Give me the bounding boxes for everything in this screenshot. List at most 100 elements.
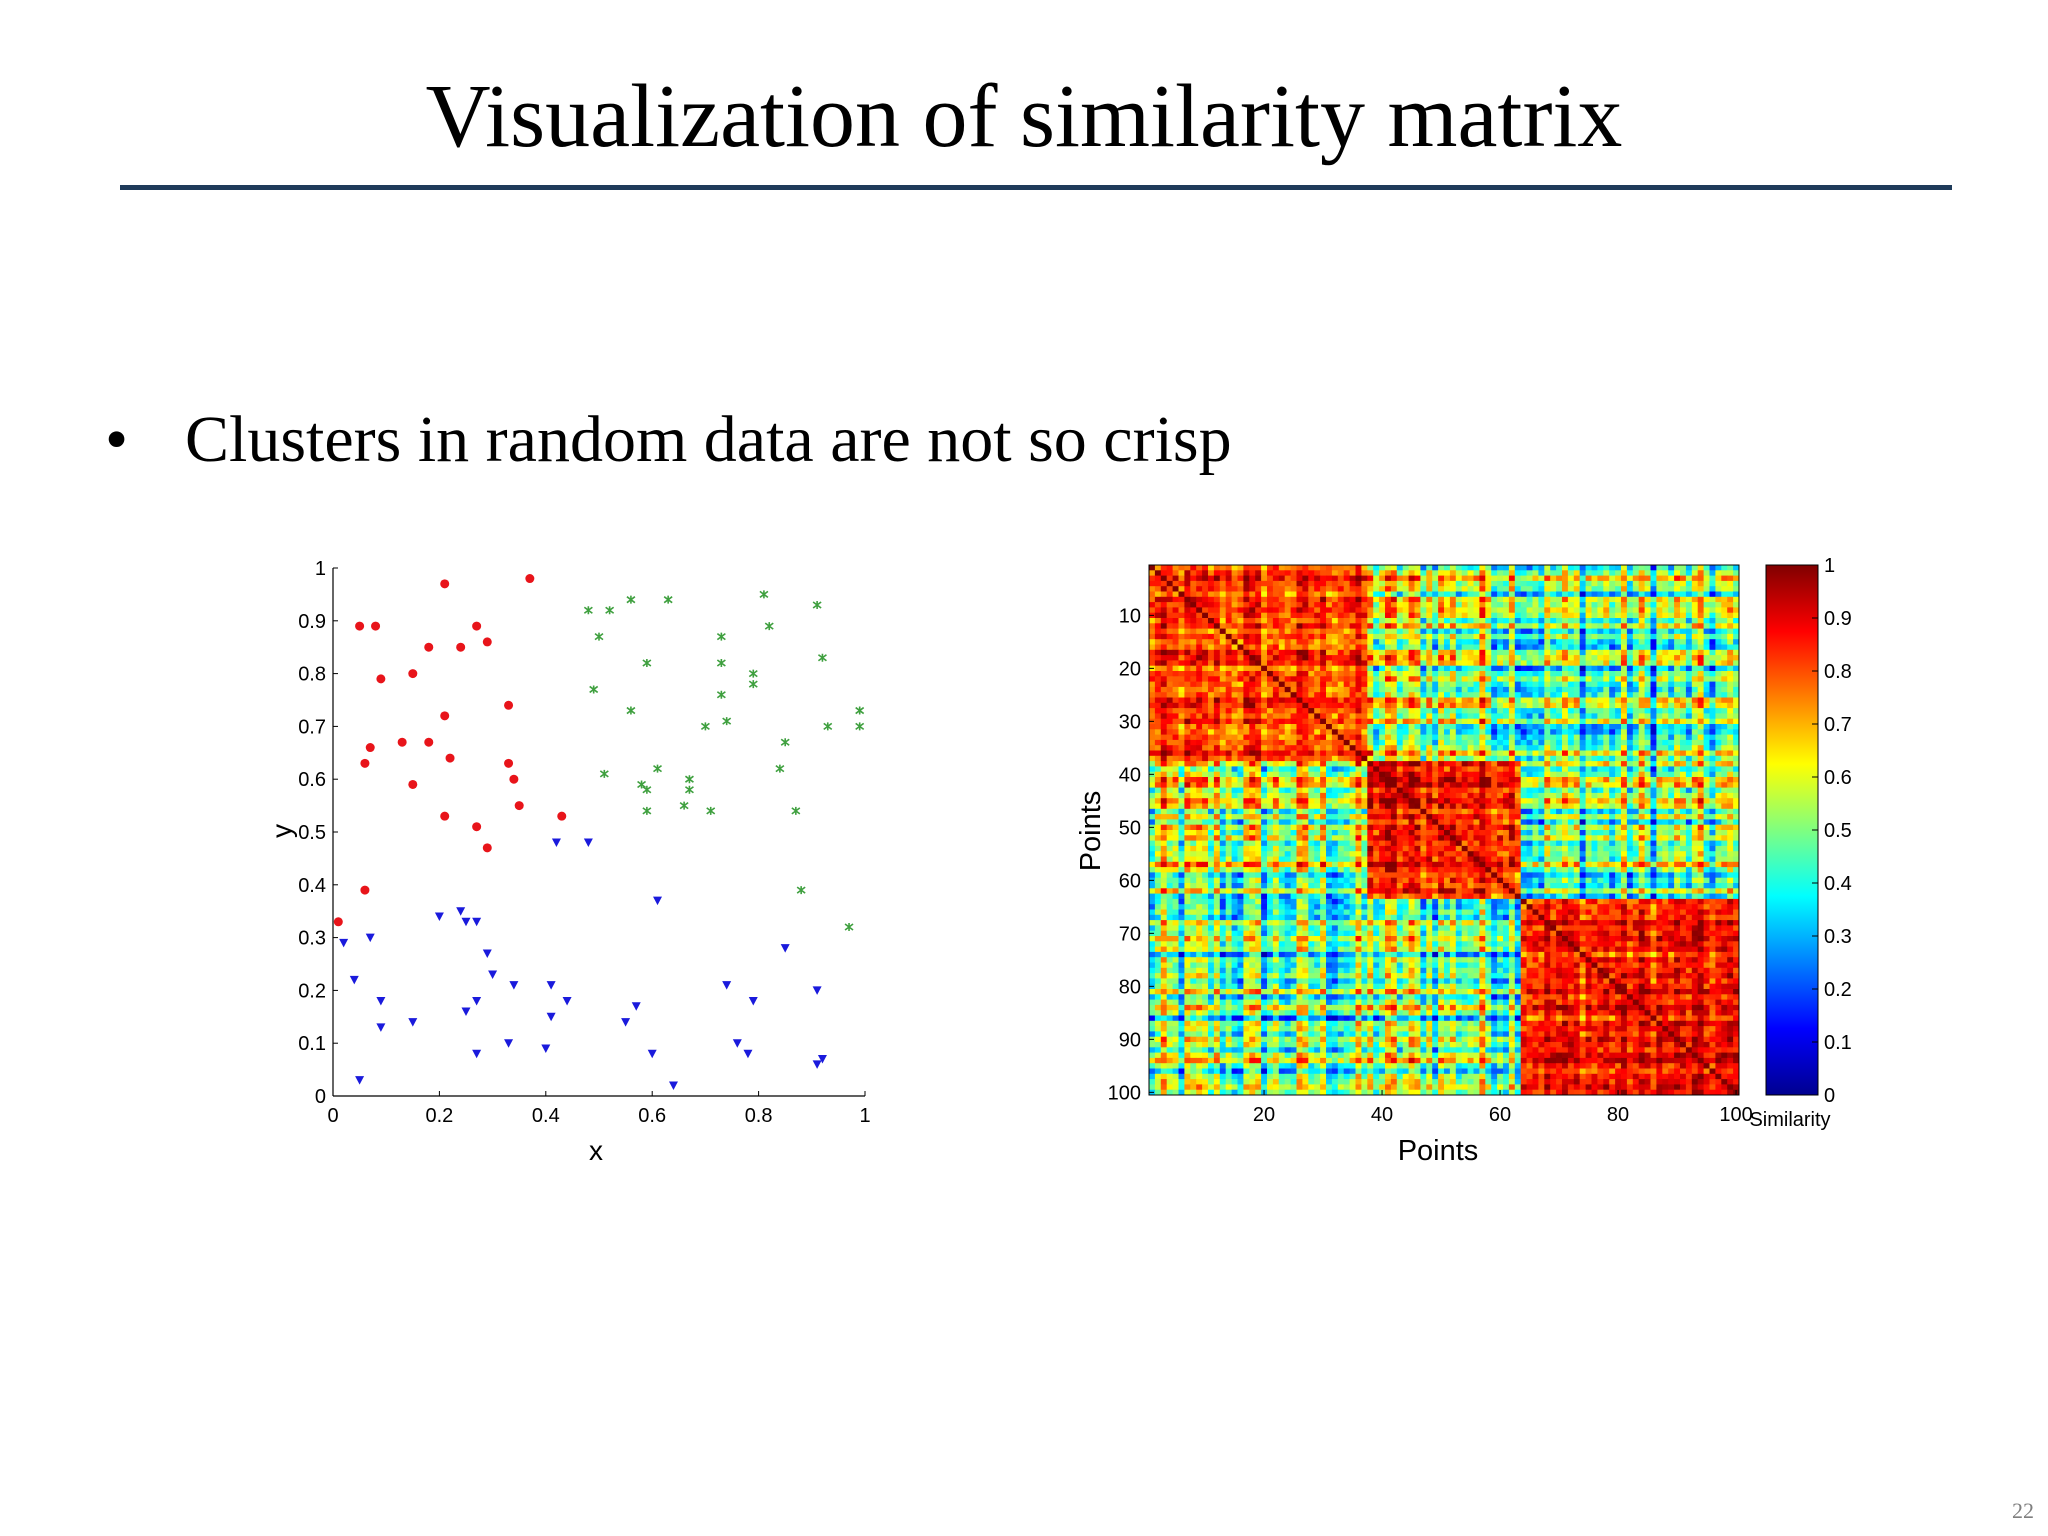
heatmap-cell [1426, 755, 1433, 762]
heatmap-cell [1567, 814, 1575, 820]
heatmap-cell [1609, 814, 1616, 820]
heatmap-cell [1497, 697, 1504, 704]
heatmap-cell [1438, 697, 1445, 704]
heatmap-cell [1231, 633, 1238, 640]
heatmap-cell [1550, 755, 1557, 762]
heatmap-cell [1685, 633, 1693, 640]
heatmap-cell [1556, 596, 1563, 603]
heatmap-cell [1591, 665, 1598, 672]
heatmap-cell [1390, 782, 1398, 788]
heatmap-cell [1367, 713, 1374, 720]
heatmap-cell [1562, 734, 1569, 741]
heatmap-cell [1231, 607, 1238, 614]
heatmap-cell [1420, 787, 1427, 794]
heatmap-cell [1184, 692, 1191, 698]
heatmap-cell [1538, 782, 1545, 788]
heatmap-cell [1497, 565, 1504, 571]
heatmap-cell [1650, 787, 1657, 794]
heatmap-cell [1461, 591, 1468, 598]
heatmap-cell [1385, 623, 1392, 629]
heatmap-cell [1638, 660, 1645, 667]
heatmap-cell [1508, 798, 1516, 804]
heatmap-cell [1449, 761, 1457, 767]
heatmap-cell [1249, 739, 1256, 746]
heatmap-cell [1562, 729, 1569, 735]
heatmap-cell [1249, 607, 1256, 614]
heatmap-cell [1149, 623, 1156, 629]
heatmap-cell [1491, 766, 1498, 773]
heatmap-cell [1721, 771, 1728, 778]
heatmap-cell [1650, 814, 1657, 820]
heatmap-cell [1485, 565, 1492, 571]
heatmap-cell [1267, 792, 1274, 799]
heatmap-cell [1255, 782, 1262, 788]
heatmap-cell [1491, 586, 1498, 592]
heatmap-cell [1538, 729, 1545, 735]
heatmap-cell [1597, 734, 1604, 741]
heatmap-cell [1733, 671, 1740, 677]
heatmap-cell [1367, 602, 1374, 608]
data-point-triangle [472, 917, 482, 927]
heatmap-cell [1225, 612, 1232, 619]
heatmap-cell [1626, 565, 1634, 571]
heatmap-cell [1326, 570, 1333, 576]
heatmap-cell [1656, 734, 1663, 741]
heatmap-cell [1715, 580, 1722, 587]
heatmap-cell [1727, 607, 1734, 614]
heatmap-cell [1208, 591, 1215, 598]
heatmap-cell [1585, 729, 1592, 735]
heatmap-cell [1390, 729, 1398, 735]
heatmap-cell [1172, 655, 1179, 661]
heatmap-cell [1343, 713, 1350, 720]
heatmap-cell [1644, 713, 1651, 720]
heatmap-cell [1290, 628, 1297, 635]
heatmap-cell [1249, 676, 1256, 682]
heatmap-cell [1202, 586, 1209, 592]
data-point-cross [653, 764, 662, 773]
heatmap-cell [1402, 686, 1409, 693]
heatmap-cell [1308, 618, 1315, 624]
heatmap-cell [1237, 570, 1244, 576]
heatmap-cell [1231, 618, 1238, 624]
heatmap-cell [1184, 803, 1191, 810]
heatmap-cell [1361, 777, 1368, 783]
heatmap-cell [1172, 814, 1179, 820]
heatmap-cell [1550, 639, 1557, 645]
heatmap-cell [1373, 708, 1380, 714]
heatmap-cell [1373, 586, 1380, 592]
heatmap-cell [1585, 766, 1592, 773]
heatmap-cell [1385, 692, 1392, 698]
heatmap-cell [1733, 782, 1740, 788]
heatmap-cell [1526, 724, 1533, 730]
heatmap-cell [1166, 766, 1173, 773]
heatmap-cell [1172, 607, 1179, 614]
heatmap-cell [1331, 819, 1339, 826]
heatmap-cell [1656, 655, 1663, 661]
heatmap-cell [1473, 739, 1480, 746]
data-point-circle [456, 642, 466, 652]
heatmap-cell [1208, 686, 1215, 693]
heatmap-cell [1514, 628, 1522, 635]
heatmap-cell [1237, 745, 1244, 751]
heatmap-cell [1149, 745, 1156, 751]
heatmap-cell [1237, 750, 1244, 757]
heatmap-cell [1178, 777, 1185, 783]
heatmap-cell [1278, 676, 1286, 682]
heatmap-cell [1715, 761, 1722, 767]
heatmap-cell [1290, 819, 1297, 826]
heatmap-cell [1331, 718, 1339, 725]
heatmap-cell [1662, 792, 1669, 799]
heatmap-cell [1455, 761, 1463, 767]
heatmap-cell [1349, 655, 1356, 661]
heatmap-cell [1343, 777, 1350, 783]
heatmap-cell [1733, 655, 1740, 661]
heatmap-cell [1467, 798, 1474, 804]
heatmap-cell [1284, 671, 1291, 677]
heatmap-cell [1733, 586, 1740, 592]
heatmap-cell [1326, 623, 1333, 629]
heatmap-cell [1497, 623, 1504, 629]
heatmap-cell [1261, 702, 1268, 709]
heatmap-cell [1644, 671, 1651, 677]
heatmap-cell [1208, 771, 1215, 778]
heatmap-cell [1697, 729, 1704, 735]
